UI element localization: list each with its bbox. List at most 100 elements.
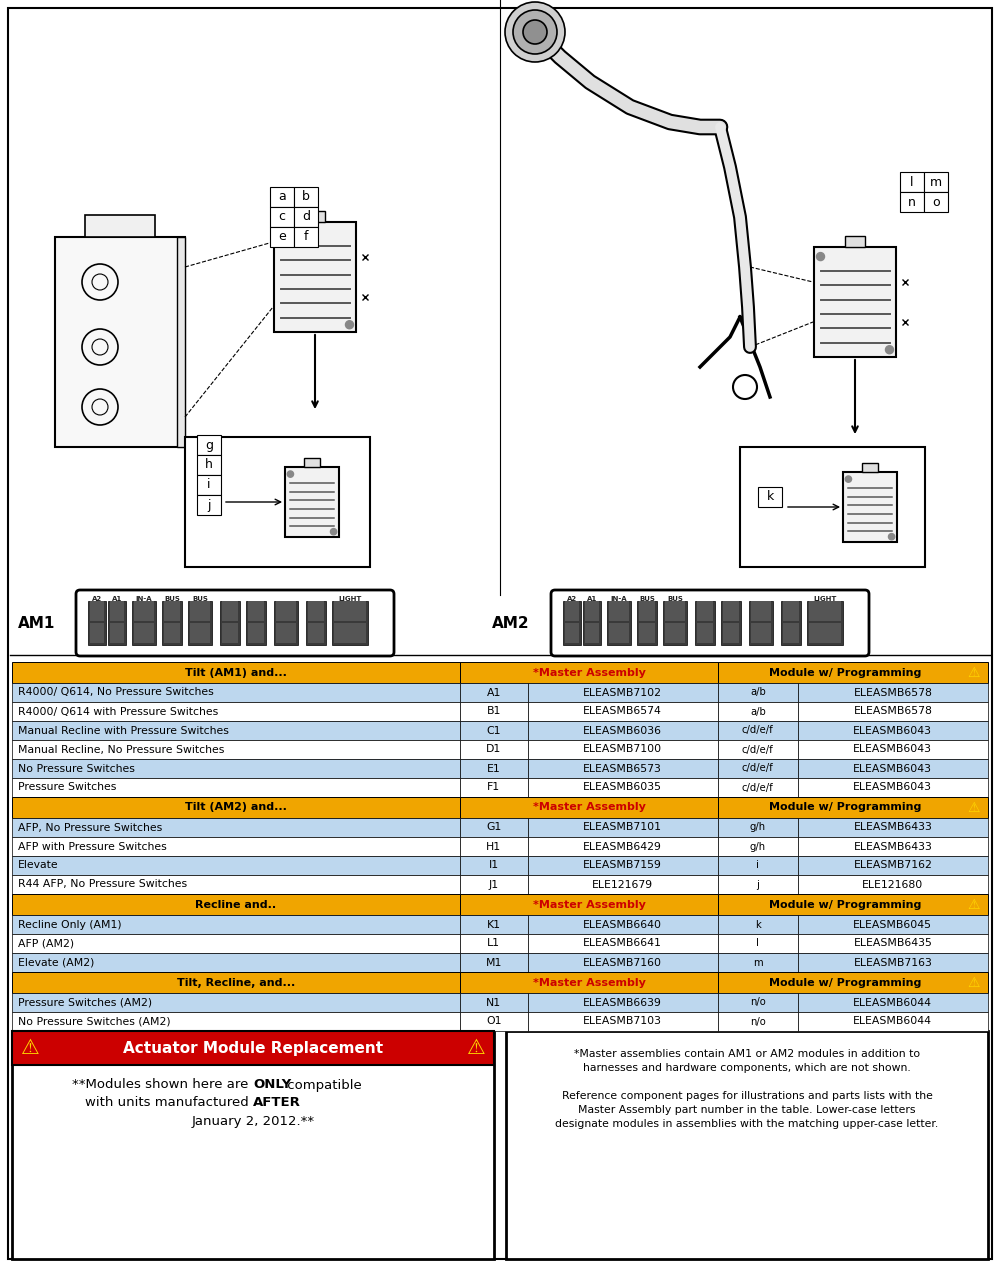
Text: Reference component pages for illustrations and parts lists with the: Reference component pages for illustrati… [562,1091,932,1101]
Bar [528,934,718,953]
Text: Elevate (AM2): Elevate (AM2) [18,958,94,968]
Text: A1: A1 [487,688,501,698]
Bar [798,856,988,875]
Text: E1: E1 [487,764,501,773]
Bar [134,623,154,642]
Text: ELEASMB6578: ELEASMB6578 [853,688,932,698]
Text: ELEASMB6036: ELEASMB6036 [583,726,662,736]
Bar [798,778,988,797]
Text: Module w/ Programming: Module w/ Programming [769,668,921,678]
Text: A2: A2 [92,595,102,602]
Text: Manual Recline with Pressure Switches: Manual Recline with Pressure Switches [18,726,229,736]
Bar [460,721,528,740]
Text: designate modules in assemblies with the matching upper-case letter.: designate modules in assemblies with the… [555,1119,939,1129]
Circle shape [505,3,565,62]
Bar [276,623,296,642]
Text: L1: L1 [487,939,500,949]
Text: *Master Assembly: *Master Assembly [533,802,645,812]
Bar [248,601,264,621]
Bar [718,953,798,972]
Text: ⚠: ⚠ [968,665,980,679]
Text: ELEASMB6044: ELEASMB6044 [853,997,932,1007]
Text: Recline Only (AM1): Recline Only (AM1) [18,920,122,930]
Text: ⚠: ⚠ [968,801,980,815]
Bar [607,601,631,645]
Bar [12,972,460,993]
Bar [528,778,718,797]
Bar [220,601,240,645]
Bar [276,601,296,621]
Text: D1: D1 [486,745,501,755]
Bar [798,683,988,702]
Text: c/d/e/f: c/d/e/f [742,745,774,755]
Text: j: j [207,498,211,512]
Text: AFP with Pressure Switches: AFP with Pressure Switches [18,841,167,851]
Text: l: l [910,176,914,189]
Text: C1: C1 [487,726,501,736]
Text: ELEASMB6639: ELEASMB6639 [583,997,662,1007]
Text: ELEASMB6043: ELEASMB6043 [853,745,932,755]
Bar [185,437,370,568]
Text: R4000/ Q614, No Pressure Switches: R4000/ Q614, No Pressure Switches [18,688,214,698]
Text: A2: A2 [567,595,577,602]
Text: J1: J1 [489,879,499,889]
Circle shape [513,10,557,54]
Bar [749,601,773,645]
Bar [248,623,264,642]
Text: Master Assembly part number in the table. Lower-case letters: Master Assembly part number in the table… [578,1105,916,1115]
Bar [528,740,718,759]
Bar [460,915,528,934]
Bar [718,972,988,993]
Text: k: k [755,920,761,930]
Bar [12,856,460,875]
Text: g/h: g/h [750,822,766,832]
Bar [695,601,715,645]
Text: Actuator Module Replacement: Actuator Module Replacement [123,1040,383,1055]
Bar [305,210,325,223]
Circle shape [330,528,337,535]
Text: ⚠: ⚠ [968,976,980,990]
Bar [809,623,841,642]
Bar [718,740,798,759]
Bar [798,934,988,953]
Bar [55,237,185,447]
Text: ELEASMB7162: ELEASMB7162 [853,860,932,870]
Bar [528,702,718,721]
Text: A1: A1 [587,595,597,602]
Bar [308,601,324,621]
Text: n: n [908,195,916,209]
Bar [274,223,356,332]
Bar [460,972,718,993]
Bar [162,601,182,645]
Bar [270,188,294,207]
Bar [460,875,528,895]
Text: BUS: BUS [667,595,683,602]
Bar [246,601,266,645]
Bar [134,601,154,621]
Text: R4000/ Q614 with Pressure Switches: R4000/ Q614 with Pressure Switches [18,707,218,717]
Bar [460,661,718,683]
Bar [190,623,210,642]
Bar [460,856,528,875]
Bar [924,193,948,212]
Circle shape [885,346,894,353]
Bar [294,227,318,247]
Text: Module w/ Programming: Module w/ Programming [769,978,921,987]
Bar [528,915,718,934]
Bar [222,623,238,642]
Bar [110,601,124,621]
Text: ELEASMB6043: ELEASMB6043 [853,764,932,773]
Text: j: j [756,879,759,889]
Bar [270,207,294,227]
Text: O1: O1 [486,1016,502,1026]
Bar [718,856,798,875]
Text: Recline and..: Recline and.. [195,900,277,910]
Bar [663,601,687,645]
Bar [583,601,601,645]
Text: Manual Recline, No Pressure Switches: Manual Recline, No Pressure Switches [18,745,224,755]
Text: ELEASMB6435: ELEASMB6435 [853,939,932,949]
Bar [460,797,718,818]
Text: ELEASMB7101: ELEASMB7101 [583,822,662,832]
Bar [0,0,1000,595]
Bar [718,818,798,837]
